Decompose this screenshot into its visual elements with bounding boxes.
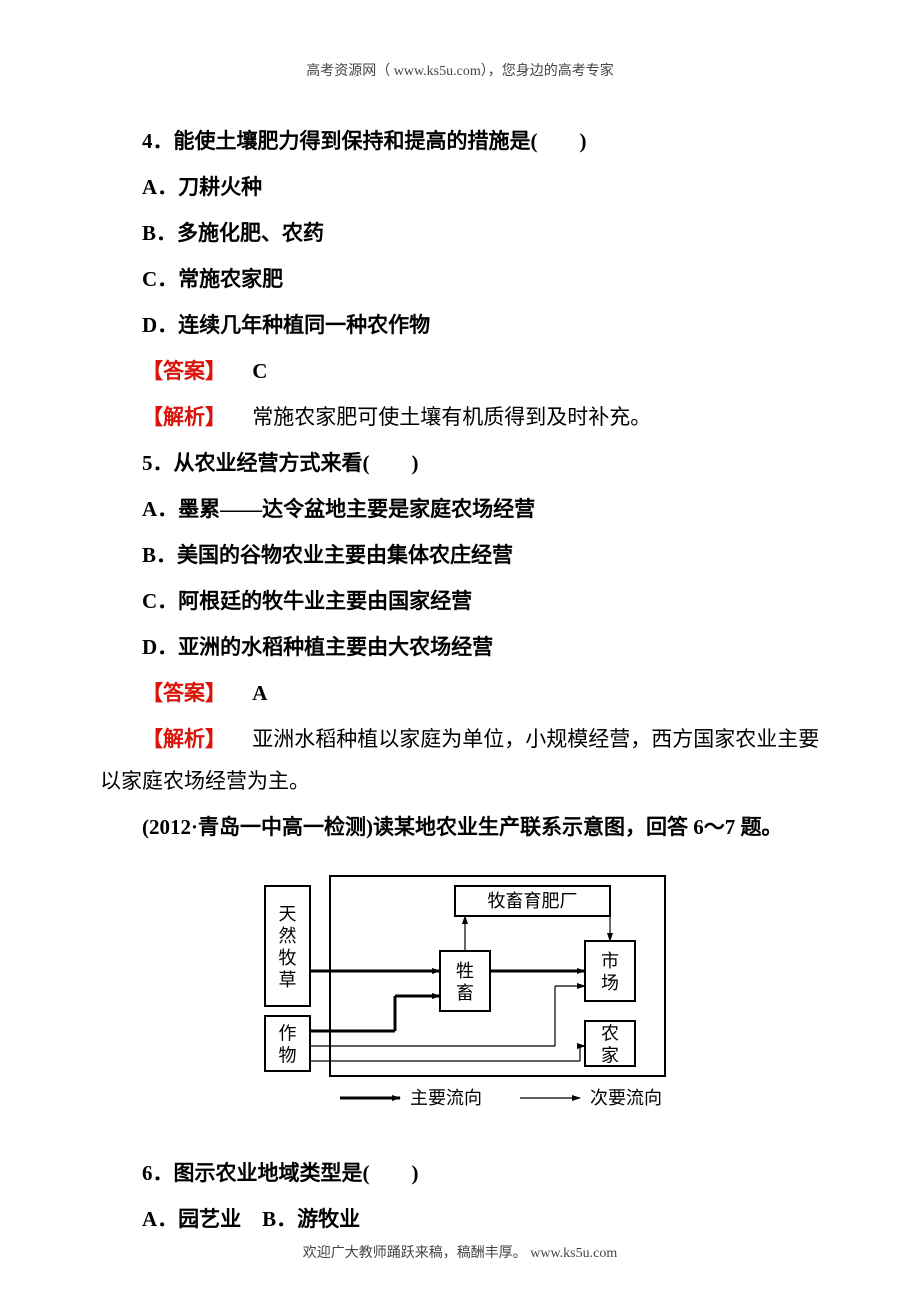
- svg-text:牧: 牧: [279, 948, 297, 968]
- q5-answer-label: 【答案】: [142, 681, 226, 705]
- svg-text:次要流向: 次要流向: [590, 1088, 662, 1108]
- q4-optD: D．连续几年种植同一种农作物: [100, 304, 820, 346]
- agri-diagram: 天然牧草作物 牧畜育肥厂牲畜 市场农家主要流向 次要流向: [245, 866, 675, 1116]
- q5-answer-line: 【答案】 A: [100, 672, 820, 714]
- svg-text:牧畜育肥厂: 牧畜育肥厂: [488, 891, 578, 911]
- q5-optD: D．亚洲的水稻种植主要由大农场经营: [100, 626, 820, 668]
- svg-text:市: 市: [601, 951, 619, 971]
- q4-explain: 常施农家肥可使土壤有机质得到及时补充。: [231, 405, 651, 429]
- svg-text:物: 物: [279, 1046, 297, 1066]
- intro-67: (2012·青岛一中高一检测)读某地农业生产联系示意图，回答 6～7 题。: [100, 806, 820, 848]
- q4-stem: 4．能使土壤肥力得到保持和提高的措施是( ): [100, 120, 820, 162]
- q4-explain-label: 【解析】: [142, 405, 226, 429]
- q5-explain-line: 【解析】 亚洲水稻种植以家庭为单位，小规模经营，西方国家农业主要以家庭农场经营为…: [100, 718, 820, 802]
- q5-optB: B．美国的谷物农业主要由集体农庄经营: [100, 534, 820, 576]
- svg-text:天: 天: [279, 904, 297, 924]
- page-header: 高考资源网（ www.ks5u.com），您身边的高考专家: [100, 60, 820, 80]
- q4-explain-line: 【解析】 常施农家肥可使土壤有机质得到及时补充。: [100, 396, 820, 438]
- content-body: 4．能使土壤肥力得到保持和提高的措施是( ) A．刀耕火种 B．多施化肥、农药 …: [100, 120, 820, 1240]
- svg-text:作: 作: [279, 1024, 297, 1044]
- q4-answer-label: 【答案】: [142, 359, 226, 383]
- q5-explain-label: 【解析】: [142, 727, 226, 751]
- header-text: 高考资源网（ www.ks5u.com），您身边的高考专家: [306, 64, 613, 79]
- q4-optB: B．多施化肥、农药: [100, 212, 820, 254]
- q6-stem: 6．图示农业地域类型是( ): [100, 1152, 820, 1194]
- q4-answer-line: 【答案】 C: [100, 350, 820, 392]
- q5-stem: 5．从农业经营方式来看( ): [100, 442, 820, 484]
- svg-text:草: 草: [279, 970, 297, 990]
- q4-answer: C: [231, 359, 267, 383]
- svg-text:场: 场: [601, 973, 619, 993]
- svg-text:主要流向: 主要流向: [410, 1088, 482, 1108]
- q5-optA: A．墨累——达令盆地主要是家庭农场经营: [100, 488, 820, 530]
- svg-text:家: 家: [601, 1046, 619, 1066]
- svg-text:农: 农: [601, 1024, 619, 1044]
- svg-text:畜: 畜: [456, 983, 474, 1003]
- footer-text: 欢迎广大教师踊跃来稿，稿酬丰厚。 www.ks5u.com: [303, 1246, 617, 1261]
- q6-optsAB: A．园艺业 B．游牧业: [100, 1198, 820, 1240]
- svg-text:然: 然: [279, 926, 297, 946]
- q4-optA: A．刀耕火种: [100, 166, 820, 208]
- q5-optC: C．阿根廷的牧牛业主要由国家经营: [100, 580, 820, 622]
- page-footer: 欢迎广大教师踊跃来稿，稿酬丰厚。 www.ks5u.com: [0, 1242, 920, 1262]
- q5-answer: A: [231, 681, 267, 705]
- diagram-container: 天然牧草作物 牧畜育肥厂牲畜 市场农家主要流向 次要流向: [100, 866, 820, 1130]
- svg-text:牲: 牲: [456, 961, 474, 981]
- q4-optC: C．常施农家肥: [100, 258, 820, 300]
